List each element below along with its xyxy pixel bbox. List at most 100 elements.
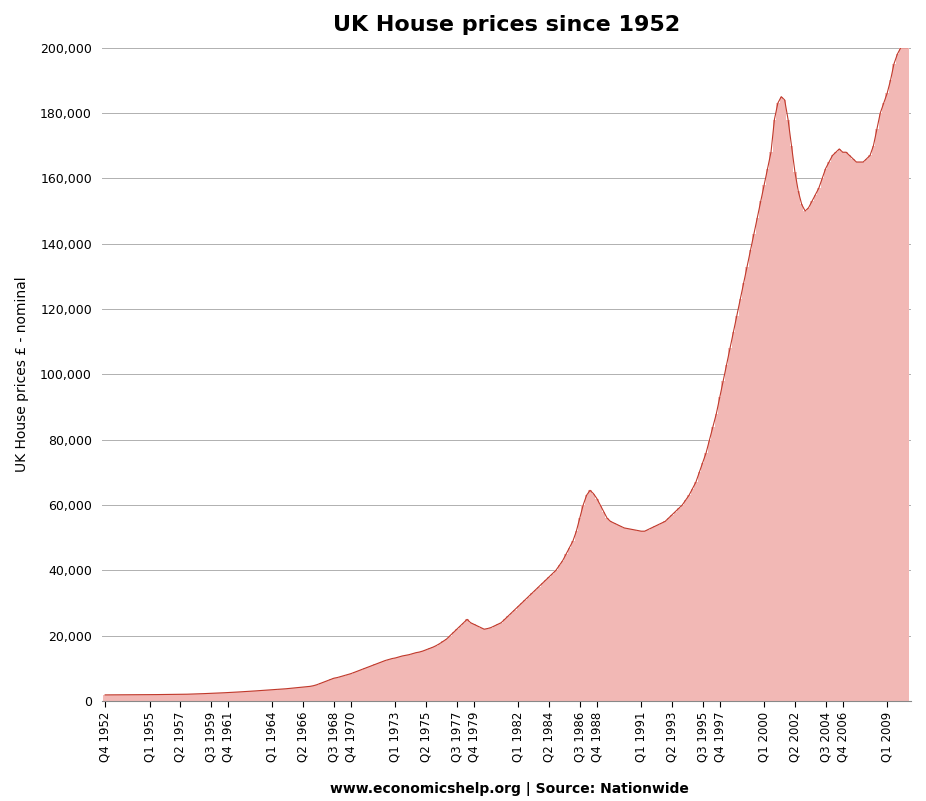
Bar <box>367 667 369 701</box>
Bar <box>458 626 462 701</box>
Bar <box>660 523 663 701</box>
Bar <box>257 690 260 701</box>
Bar <box>865 159 869 701</box>
Bar <box>151 694 155 701</box>
Bar <box>606 518 608 701</box>
Bar <box>110 694 114 701</box>
Bar <box>636 530 640 701</box>
Bar <box>848 155 851 701</box>
Bar <box>871 146 875 701</box>
Bar <box>181 694 185 701</box>
Bar <box>646 529 650 701</box>
Bar <box>472 624 476 701</box>
Bar <box>421 651 424 701</box>
Bar <box>357 671 359 701</box>
Bar <box>288 688 291 701</box>
Bar <box>363 668 367 701</box>
Bar <box>756 218 759 701</box>
Bar <box>735 316 739 701</box>
Bar <box>489 627 493 701</box>
Bar <box>428 649 432 701</box>
Bar <box>889 80 893 701</box>
Bar <box>312 686 315 701</box>
Bar <box>595 498 598 701</box>
Bar <box>585 495 588 701</box>
Bar <box>499 622 503 701</box>
Bar <box>578 518 582 701</box>
Bar <box>851 159 855 701</box>
Bar <box>223 693 226 701</box>
Bar <box>533 590 537 701</box>
Bar <box>329 679 332 701</box>
Bar <box>315 685 319 701</box>
Bar <box>418 652 421 701</box>
Bar <box>131 694 134 701</box>
Bar <box>308 686 312 701</box>
Bar <box>517 606 520 701</box>
Bar <box>138 694 141 701</box>
Bar <box>175 694 179 701</box>
Bar <box>681 505 684 701</box>
Bar <box>749 250 752 701</box>
Bar <box>547 577 551 701</box>
Bar <box>104 695 106 701</box>
Bar <box>701 462 705 701</box>
Bar <box>233 692 236 701</box>
Bar <box>612 523 616 701</box>
Bar <box>800 204 804 701</box>
Bar <box>442 642 444 701</box>
Bar <box>226 693 230 701</box>
Bar <box>216 693 219 701</box>
Bar <box>711 427 715 701</box>
Bar <box>630 529 632 701</box>
Bar <box>305 686 308 701</box>
Bar <box>230 692 233 701</box>
Bar <box>148 694 151 701</box>
Bar <box>869 155 871 701</box>
Bar <box>875 129 879 701</box>
Bar <box>632 530 636 701</box>
Bar <box>657 525 660 701</box>
Bar <box>742 283 745 701</box>
Bar <box>424 650 428 701</box>
Bar <box>903 48 906 701</box>
Bar <box>469 622 472 701</box>
Bar <box>745 267 749 701</box>
Bar <box>674 512 677 701</box>
Bar <box>213 693 216 701</box>
Bar <box>715 413 718 701</box>
Bar <box>503 619 507 701</box>
Bar <box>482 629 486 701</box>
Bar <box>144 694 148 701</box>
Bar <box>158 694 161 701</box>
Bar <box>766 168 770 701</box>
Bar <box>270 690 274 701</box>
Bar <box>380 662 383 701</box>
Bar <box>557 566 561 701</box>
Bar <box>387 659 390 701</box>
Bar <box>322 682 325 701</box>
Bar <box>513 610 517 701</box>
Bar <box>725 364 729 701</box>
Bar <box>278 690 281 701</box>
Bar <box>260 690 264 701</box>
Bar <box>155 694 158 701</box>
Bar <box>544 580 547 701</box>
Bar <box>335 678 339 701</box>
Bar <box>582 505 585 701</box>
Bar <box>838 149 841 701</box>
Bar <box>106 694 110 701</box>
Bar <box>209 694 213 701</box>
Bar <box>203 694 206 701</box>
Bar <box>643 531 646 701</box>
Bar <box>523 600 527 701</box>
Bar <box>199 694 203 701</box>
Bar <box>895 54 899 701</box>
Bar <box>786 119 790 701</box>
Bar <box>752 234 756 701</box>
Bar <box>554 570 557 701</box>
Bar <box>653 526 657 701</box>
Bar <box>906 48 909 701</box>
Bar <box>707 440 711 701</box>
Bar <box>236 692 240 701</box>
